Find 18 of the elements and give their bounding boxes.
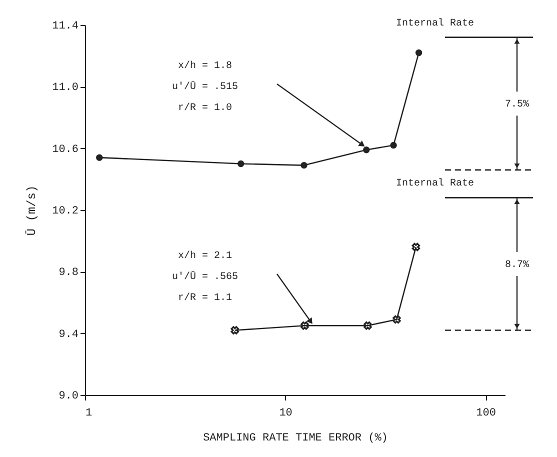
y-tick-label: 9.0 <box>58 390 78 402</box>
y-axis-title: Ū (m/s) <box>25 185 40 236</box>
annotation: 7.5% <box>504 100 530 111</box>
y-tick-label: 10.6 <box>52 144 78 156</box>
annotation: x/h = 2.1 u'/Ū = .565 r/R = 1.1 <box>172 250 238 304</box>
y-tick-label: 11.0 <box>52 82 78 94</box>
ref-line-label: Internal Rate <box>396 17 474 30</box>
y-tick-label: 9.8 <box>58 267 78 280</box>
x-tick-label: 10 <box>279 408 292 420</box>
y-tick-label: 11.4 <box>52 20 79 32</box>
x-axis-title: SAMPLING RATE TIME ERROR (%) <box>203 432 388 444</box>
x-tick-label: 100 <box>476 408 496 420</box>
x-tick-label: 1 <box>86 408 92 420</box>
annotation: 8.7% <box>504 260 530 271</box>
y-tick-label: 10.2 <box>52 206 78 218</box>
y-tick-label: 9.4 <box>58 328 79 341</box>
annotation: x/h = 1.8 u'/Ū = .515 r/R = 1.0 <box>172 60 238 114</box>
ref-line-label: Internal Rate <box>396 178 474 190</box>
